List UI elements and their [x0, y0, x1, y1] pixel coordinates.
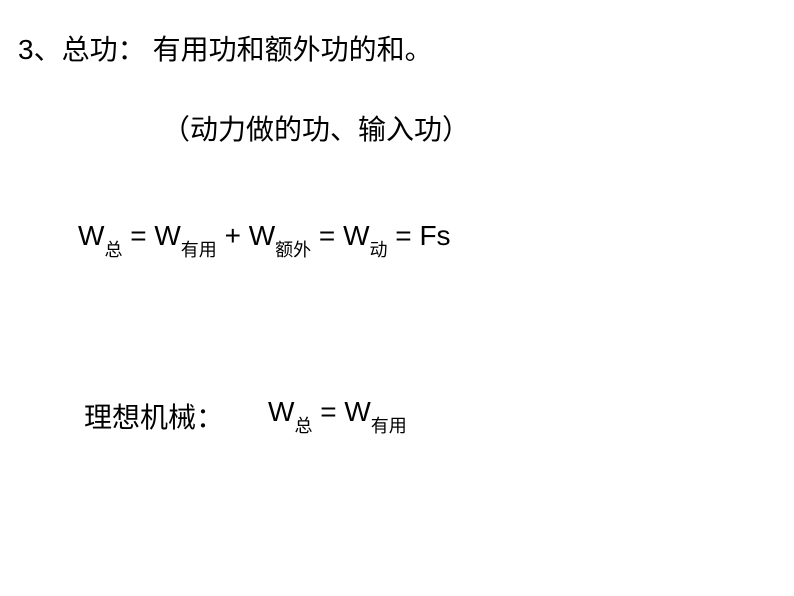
heading-title: 总功： — [62, 35, 146, 66]
ideal-sub-total: 总 — [294, 416, 312, 436]
formula-W3: W — [249, 220, 275, 251]
heading-punct: 、 — [34, 35, 62, 66]
formula-sub-extra: 额外 — [275, 240, 311, 260]
formula-eq2: = — [311, 220, 343, 251]
heading-line: 3、总功： 有用功和额外功的和。 — [18, 28, 433, 68]
formula-sub-total: 总 — [104, 240, 122, 260]
ideal-formula: W总 = W有用 — [268, 396, 407, 434]
ideal-W1: W — [268, 396, 294, 427]
formula-eq1: = — [122, 220, 154, 251]
formula-W2: W — [154, 220, 180, 251]
subtitle-line: （动力做的功、输入功） — [162, 108, 470, 148]
formula-eq3: = — [395, 220, 419, 251]
heading-number: 3 — [18, 34, 34, 65]
formula-plus: + — [217, 220, 249, 251]
ideal-label: 理想机械： — [84, 396, 224, 436]
ideal-W2: W — [344, 396, 370, 427]
formula-W1: W — [78, 220, 104, 251]
formula-W4: W — [343, 220, 369, 251]
ideal-eq: = — [312, 396, 344, 427]
formula-sub-power: 动 — [370, 240, 388, 260]
main-formula: W总 = W有用 + W额外 = W动 = Fs — [78, 220, 451, 258]
formula-fs: Fs — [419, 220, 450, 251]
heading-definition: 有用功和额外功的和。 — [146, 35, 433, 66]
formula-sub-useful: 有用 — [181, 240, 217, 260]
ideal-sub-useful: 有用 — [371, 416, 407, 436]
